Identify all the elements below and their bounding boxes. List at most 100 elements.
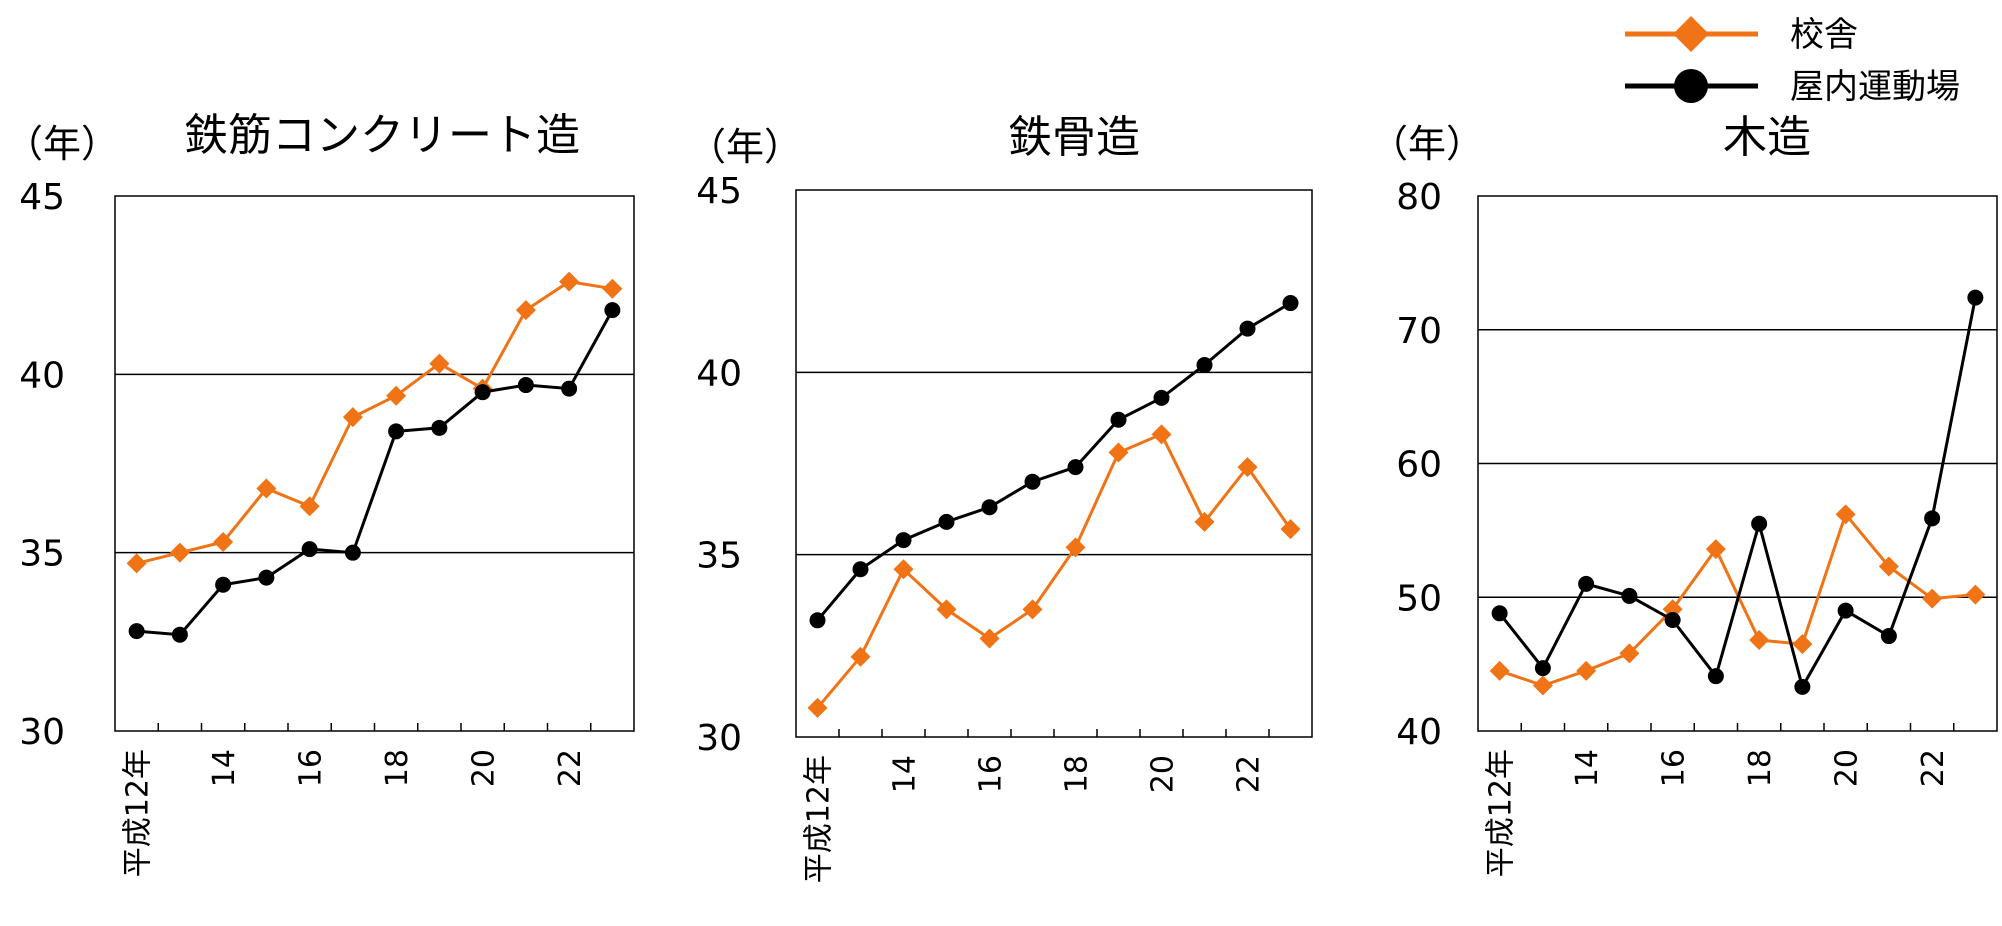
data-point-gym (1578, 575, 1595, 592)
y-axis-unit-label: （年） (688, 125, 802, 169)
x-tick-label: 20 (1145, 755, 1180, 793)
x-tick-label: 18 (380, 749, 415, 787)
y-tick-label: 35 (19, 534, 65, 575)
x-tick-label: 16 (973, 755, 1008, 793)
x-tick-label: 20 (1829, 749, 1864, 787)
y-tick-label: 60 (1396, 445, 1442, 486)
chart-panel-1: 鉄筋コンクリート造 （年） 30 35 40 45 平成12年 14 16 18 20 22 (5, 110, 635, 877)
y-tick-label: 70 (1396, 311, 1442, 352)
x-tick-label: 平成12年 (1483, 749, 1518, 877)
data-point-gym (561, 380, 578, 397)
y-tick-label: 35 (696, 536, 742, 577)
data-point-school (1280, 519, 1301, 540)
y-tick-label: 45 (19, 177, 65, 218)
data-point-gym (1067, 459, 1084, 476)
legend-marker-gym-circle (1674, 69, 1708, 103)
chart-panel-3: 木造 （年） 40 50 60 70 80 平成12年 14 16 18 20 22 (1370, 112, 1998, 877)
data-point-gym (1153, 389, 1170, 406)
y-axis-unit-label: （年） (5, 122, 119, 166)
data-point-gym (1196, 357, 1213, 374)
data-point-gym (1621, 587, 1638, 604)
y-tick-label: 50 (1396, 578, 1442, 619)
x-tick-label: 18 (1743, 749, 1778, 787)
data-point-school (1705, 539, 1726, 560)
data-point-school (936, 599, 957, 620)
data-point-school (1489, 660, 1510, 681)
data-point-school (1108, 442, 1129, 463)
data-point-gym (809, 612, 826, 629)
legend-label-school: 校舎 (1790, 15, 1858, 55)
data-point-school (1878, 556, 1899, 577)
y-axis-unit-label: （年） (1370, 122, 1484, 166)
data-point-school (1576, 660, 1597, 681)
data-point-school (299, 496, 320, 517)
x-tick-label: 16 (293, 749, 328, 787)
data-point-school (850, 646, 871, 667)
data-point-school (1922, 588, 1943, 609)
x-tick-label: 14 (207, 749, 242, 787)
data-point-school (1532, 675, 1553, 696)
series-line-gym (1498, 297, 1977, 691)
data-point-gym (1880, 628, 1897, 645)
y-tick-label: 45 (696, 171, 742, 212)
series-line-gym (816, 301, 1292, 622)
x-tick-label: 平成12年 (120, 749, 155, 877)
data-point-school (559, 271, 580, 292)
x-tick-label: 22 (553, 749, 588, 787)
legend: 校舎 屋内運動場 (1625, 15, 1960, 107)
chart-title: 鉄骨造 (1008, 112, 1140, 163)
chart-title: 鉄筋コンクリート造 (184, 110, 580, 161)
data-point-gym (852, 561, 869, 578)
data-point-school (1065, 537, 1086, 558)
legend-label-gym: 屋内運動場 (1790, 67, 1960, 107)
data-point-gym (938, 513, 955, 530)
data-point-gym (1707, 668, 1724, 685)
y-tick-label: 80 (1396, 177, 1442, 218)
data-point-gym (1534, 660, 1551, 677)
data-point-gym (604, 302, 621, 319)
data-point-school (1151, 424, 1172, 445)
y-tick-label: 30 (19, 712, 65, 753)
legend-marker-school-diamond (1673, 16, 1709, 52)
data-point-gym (1837, 602, 1854, 619)
data-point-school (1237, 457, 1258, 478)
data-point-gym (301, 541, 318, 558)
chart-title: 木造 (1723, 112, 1811, 163)
data-point-gym (1751, 515, 1768, 532)
data-point-school (342, 407, 363, 428)
x-tick-label: 18 (1059, 755, 1094, 793)
data-point-school (1022, 599, 1043, 620)
data-point-gym (171, 626, 188, 643)
data-point-school (515, 300, 536, 321)
data-point-school (602, 278, 623, 299)
data-point-gym (1491, 605, 1508, 622)
data-point-school (429, 353, 450, 374)
x-tick-label: 16 (1656, 749, 1691, 787)
data-point-school (1619, 643, 1640, 664)
data-point-school (1965, 584, 1986, 605)
y-tick-label: 40 (19, 355, 65, 396)
data-point-gym (1239, 320, 1256, 337)
data-point-gym (1664, 611, 1681, 628)
data-point-school (386, 385, 407, 406)
data-point-gym (431, 419, 448, 436)
data-point-school (1194, 511, 1215, 532)
data-point-school (169, 542, 190, 563)
data-point-school (126, 553, 147, 574)
series-line-school (816, 432, 1292, 709)
data-point-school (256, 478, 277, 499)
data-point-gym (474, 384, 491, 401)
data-point-school (1835, 504, 1856, 525)
data-point-gym (517, 377, 534, 394)
data-point-gym (128, 623, 145, 640)
x-tick-label: 22 (1916, 749, 1951, 787)
x-tick-label: 14 (1570, 749, 1605, 787)
plot-area-frame (795, 189, 1313, 738)
x-tick-label: 14 (887, 755, 922, 793)
plot-area-frame (114, 195, 635, 732)
data-point-gym (1024, 473, 1041, 490)
data-point-school (893, 559, 914, 580)
x-tick-label: 平成12年 (801, 755, 836, 883)
data-point-gym (1110, 411, 1127, 428)
